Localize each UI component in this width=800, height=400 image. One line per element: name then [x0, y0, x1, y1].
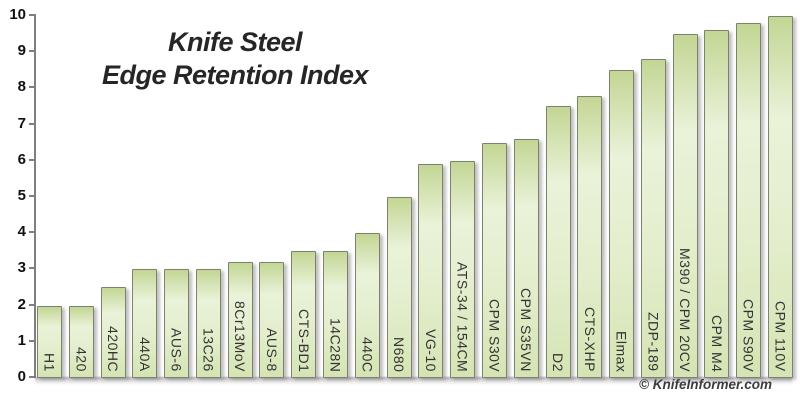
bar: D2 [545, 106, 571, 378]
bar-label: ATS-34 / 154CM [454, 261, 471, 372]
y-axis-tick [29, 158, 36, 161]
chart-title-line2: Edge Retention Index [101, 60, 369, 90]
y-axis-tick-label: 1 [17, 331, 26, 349]
y-axis-tick-label: 6 [17, 150, 26, 168]
chart-title: Knife Steel Edge Retention Index [70, 26, 400, 92]
bar-label: 420HC [105, 325, 122, 372]
bar: AUS-6 [164, 269, 190, 378]
y-axis-tick-label: 5 [17, 187, 26, 204]
bar: ATS-34 / 154CM [450, 161, 476, 378]
y-axis-tick-label: 8 [17, 78, 26, 96]
bar: H1 [37, 306, 62, 378]
y-axis-tick-label: 4 [17, 223, 26, 241]
bar-label: 14C28N [327, 317, 344, 372]
baseline-shadow [35, 377, 792, 385]
bar-label: AUS-6 [168, 328, 185, 372]
bar-label: CPM 110V [772, 301, 789, 372]
y-axis-tick-label: 2 [17, 295, 26, 313]
y-axis-tick [29, 376, 36, 378]
bar: CTS-BD1 [291, 251, 317, 378]
bar: 440A [132, 269, 158, 378]
bar-label: H1 [41, 353, 58, 372]
bar: 420 [68, 306, 94, 378]
bar-label: N680 [391, 336, 408, 372]
bar: 420HC [100, 287, 126, 378]
bar: CTS-XHP [577, 96, 603, 378]
bar: CPM M4 [704, 30, 730, 378]
bar-label: M390 / CPM 20CV [677, 247, 694, 372]
bar-label: 13C26 [200, 328, 217, 372]
bar-series: H1 420 420HC 440A AUS-6 13C26 8Cr13MoV AUS-8 CTS… [37, 16, 793, 378]
bar-label: 420 [73, 347, 90, 372]
y-axis-tick [29, 303, 36, 306]
bar-label: Elmax [613, 330, 630, 372]
bar-label: AUS-8 [263, 328, 280, 372]
y-axis-tick-label: 3 [17, 259, 26, 277]
y-axis-tick-label: 7 [17, 114, 26, 132]
y-axis-tick [29, 14, 36, 16]
bar-label: 8Cr13MoV [232, 301, 249, 372]
bar-label: CTS-BD1 [295, 308, 312, 372]
y-axis-tick [29, 86, 36, 89]
bar: AUS-8 [259, 262, 285, 378]
bar: ZDP-189 [640, 59, 666, 378]
bar: 440C [354, 233, 380, 378]
chart-title-line1: Knife Steel [167, 27, 303, 57]
bar: VG-10 [418, 164, 444, 378]
bar-label: CPM S30V [486, 298, 503, 372]
y-axis-tick [29, 50, 36, 53]
bar-label: ZDP-189 [645, 312, 662, 372]
bar: 14C28N [323, 251, 349, 378]
y-axis-tick [29, 339, 36, 342]
y-axis-tick-label: 0 [17, 368, 26, 385]
bar: CPM S30V [481, 143, 507, 378]
bar: CPM S35VN [513, 139, 539, 378]
bar: N680 [386, 197, 412, 378]
bar: 8Cr13MoV [227, 262, 253, 378]
bar-label: D2 [550, 353, 566, 372]
bar: CPM S90V [736, 23, 762, 378]
bar-label: CTS-XHP [581, 307, 598, 372]
y-axis-tick [29, 195, 36, 197]
bar-label: CPM S90V [740, 298, 757, 372]
bar-label: 440A [136, 337, 153, 372]
y-axis-tick [29, 267, 36, 270]
bar: M390 / CPM 20CV [672, 34, 698, 378]
bar: CPM 110V [767, 16, 793, 378]
bar: 13C26 [195, 269, 221, 378]
credit-text: © KnifeInformer.com [639, 377, 772, 392]
bar-label: VG-10 [422, 329, 439, 372]
bar: Elmax [609, 70, 635, 378]
bar-label: CPM M4 [708, 314, 725, 372]
bar-label: CPM S35VN [518, 288, 535, 372]
y-axis-tick-label: 10 [9, 6, 26, 23]
y-axis-tick [29, 231, 36, 234]
y-axis-tick [29, 122, 36, 125]
y-axis-tick-label: 9 [17, 42, 26, 60]
bar-label: 440C [359, 336, 376, 372]
